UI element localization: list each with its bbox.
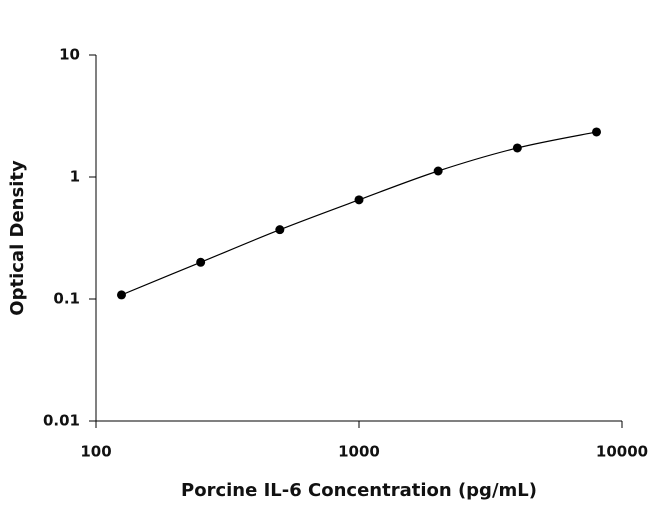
data-point [433, 166, 443, 176]
y-axis-title: Optical Density [7, 160, 28, 316]
x-tick-label: 1000 [338, 443, 380, 461]
x-tick-label: 10000 [596, 443, 648, 461]
data-point [116, 290, 126, 300]
data-point [592, 127, 602, 137]
data-point [196, 257, 206, 267]
x-axis-title: Porcine IL-6 Concentration (pg/mL) [181, 480, 537, 501]
data-point [512, 143, 522, 153]
y-tick-label: 1 [70, 168, 80, 186]
y-tick-label: 10 [59, 46, 80, 64]
y-tick-label: 0.1 [53, 290, 80, 308]
data-point [275, 225, 285, 235]
data-point [354, 195, 364, 205]
y-tick-label: 0.01 [43, 412, 80, 430]
x-tick-label: 100 [80, 443, 111, 461]
fit-curve [121, 131, 597, 296]
